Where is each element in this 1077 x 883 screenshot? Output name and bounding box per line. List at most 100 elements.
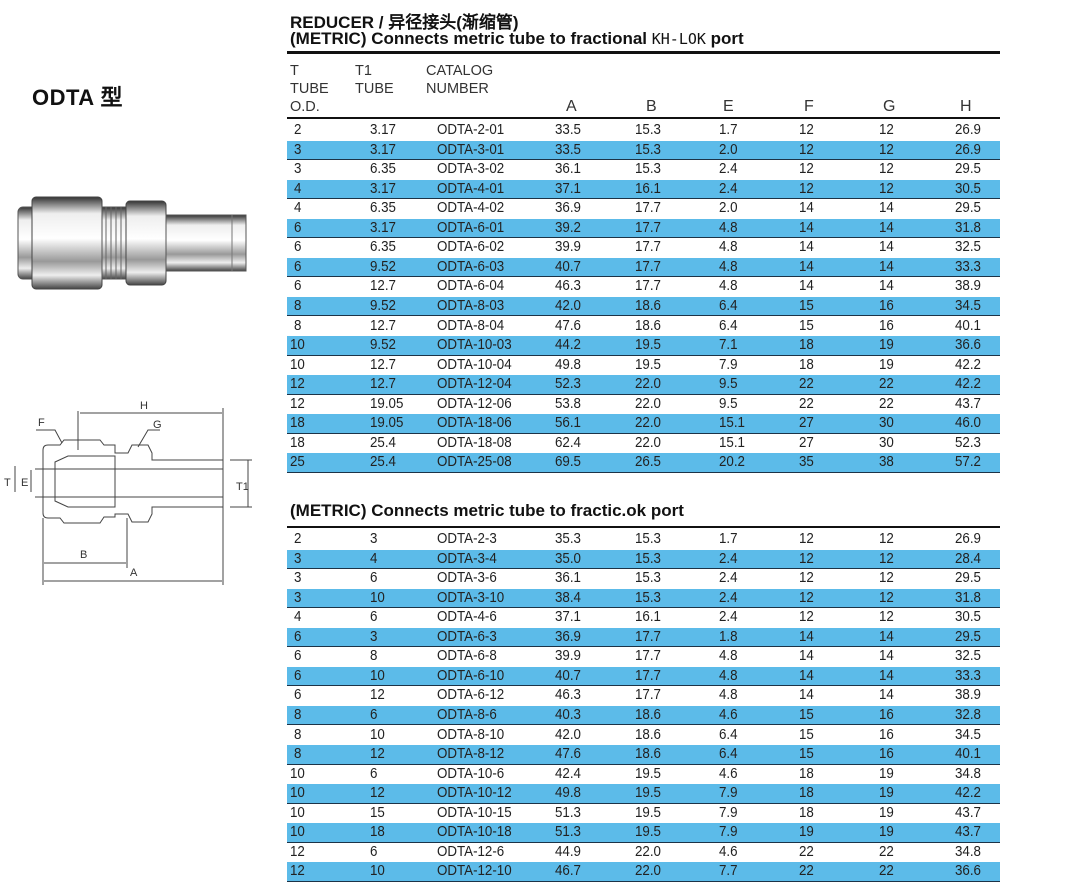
cell-dim-a: 37.1 [555,180,581,197]
cell-tube-od: 6 [294,628,302,645]
cell-dim-f: 14 [799,667,814,684]
cell-tube-od: 8 [294,317,302,334]
cell-dim-f: 14 [799,687,814,704]
cell-t1-tube: 9.52 [370,258,396,275]
cell-dim-b: 22.0 [635,395,661,412]
cell-t1-tube: 12.7 [370,317,396,334]
cell-dim-b: 19.5 [635,804,661,821]
cell-dim-a: 39.9 [555,648,581,665]
cell-catalog-number: ODTA-3-02 [437,161,505,178]
cell-dim-b: 19.5 [635,356,661,373]
cell-dim-h: 29.5 [955,628,981,645]
cell-dim-f: 12 [799,550,814,567]
cell-t1-tube: 3.17 [370,219,396,236]
cell-tube-od: 6 [294,648,302,665]
cell-tube-od: 3 [294,161,302,178]
cell-dim-g: 22 [879,395,894,412]
cell-dim-g: 14 [879,687,894,704]
cell-t1-tube: 10 [370,589,385,606]
cell-t1-tube: 12.7 [370,376,396,393]
cell-dim-e: 2.4 [719,570,738,587]
cell-tube-od: 8 [294,746,302,763]
cell-dim-e: 4.8 [719,219,738,236]
cell-tube-od: 4 [294,609,302,626]
cell-dim-g: 19 [879,337,894,354]
table-row: 8 9.52 ODTA-8-03 42.0 18.6 6.4 15 16 34.5 [287,296,1000,317]
cell-tube-od: 6 [294,219,302,236]
cell-dim-e: 20.2 [719,454,745,471]
cell-dim-a: 47.6 [555,746,581,763]
cell-dim-f: 12 [799,570,814,587]
cell-dim-f: 12 [799,531,814,547]
cell-tube-od: 25 [290,454,305,471]
cell-tube-od: 18 [290,434,305,451]
cell-dim-g: 14 [879,278,894,295]
cell-dim-g: 12 [879,531,894,547]
cell-dim-e: 4.8 [719,648,738,665]
cell-dim-a: 62.4 [555,434,581,451]
cell-dim-f: 18 [799,785,814,802]
cell-dim-f: 18 [799,337,814,354]
cell-dim-e: 6.4 [719,297,738,314]
cell-catalog-number: ODTA-8-04 [437,317,505,334]
cell-t1-tube: 6 [370,765,378,782]
cell-dim-b: 18.6 [635,706,661,723]
cell-dim-g: 16 [879,297,894,314]
header-t1-line: TUBE [355,81,394,97]
cell-dim-g: 16 [879,726,894,743]
cell-dim-e: 2.0 [719,141,738,158]
cell-t1-tube: 3.17 [370,141,396,158]
table-row: 10 12 ODTA-10-12 49.8 19.5 7.9 18 19 42.2 [287,784,1000,804]
cell-dim-f: 12 [799,609,814,626]
cell-t1-tube: 18 [370,824,385,841]
cell-dim-g: 12 [879,122,894,138]
table-row: 2 3 ODTA-2-3 35.3 15.3 1.7 12 12 26.9 [287,530,1000,550]
header-e: E [723,98,734,115]
cell-dim-e: 4.8 [719,258,738,275]
title-reducer: REDUCER / 异径接头(渐缩管) [290,13,519,32]
cell-dim-a: 51.3 [555,804,581,821]
cell-tube-od: 6 [294,258,302,275]
header-f: F [804,98,814,115]
cell-dim-a: 42.4 [555,765,581,782]
dimension-diagram: H F G T E T1 B A [4,400,252,585]
cell-dim-f: 14 [799,239,814,256]
cell-t1-tube: 19.05 [370,395,404,412]
cell-tube-od: 8 [294,297,302,314]
cell-dim-a: 42.0 [555,297,581,314]
cell-dim-f: 18 [799,804,814,821]
cell-dim-h: 32.5 [955,239,981,256]
table-row: 10 15 ODTA-10-15 51.3 19.5 7.9 18 19 43.7 [287,804,1000,824]
cell-dim-h: 33.3 [955,258,981,275]
cell-tube-od: 6 [294,667,302,684]
table-row: 3 6 ODTA-3-6 36.1 15.3 2.4 12 12 29.5 [287,569,1000,589]
table-row: 2 3.17 ODTA-2-01 33.5 15.3 1.7 12 12 26.9 [287,121,1000,141]
cell-dim-a: 36.1 [555,161,581,178]
section2-rule [287,526,1000,528]
brand-name: KH-LOK [651,30,706,48]
cell-dim-b: 15.3 [635,122,661,138]
cell-dim-e: 4.6 [719,843,738,860]
label-a: A [130,567,138,579]
cell-dim-b: 17.7 [635,239,661,256]
cell-dim-g: 22 [879,376,894,393]
cell-dim-a: 36.9 [555,628,581,645]
cell-dim-g: 14 [879,200,894,217]
cell-dim-a: 40.3 [555,706,581,723]
cell-t1-tube: 6 [370,706,378,723]
cell-dim-h: 42.2 [955,785,981,802]
cell-tube-od: 12 [290,863,305,880]
cell-catalog-number: ODTA-6-12 [437,687,505,704]
label-t: T [4,477,11,489]
header-g: G [883,98,896,115]
cell-dim-f: 18 [799,356,814,373]
cell-t1-tube: 25.4 [370,454,396,471]
cell-dim-f: 14 [799,648,814,665]
header-h: H [960,98,972,115]
header-t: T TUBE O.D. [290,62,329,116]
cell-tube-od: 6 [294,687,302,704]
cell-dim-f: 14 [799,278,814,295]
cell-t1-tube: 10 [370,863,385,880]
header-catalog-line: CATALOG [426,63,494,79]
cell-dim-h: 43.7 [955,804,981,821]
